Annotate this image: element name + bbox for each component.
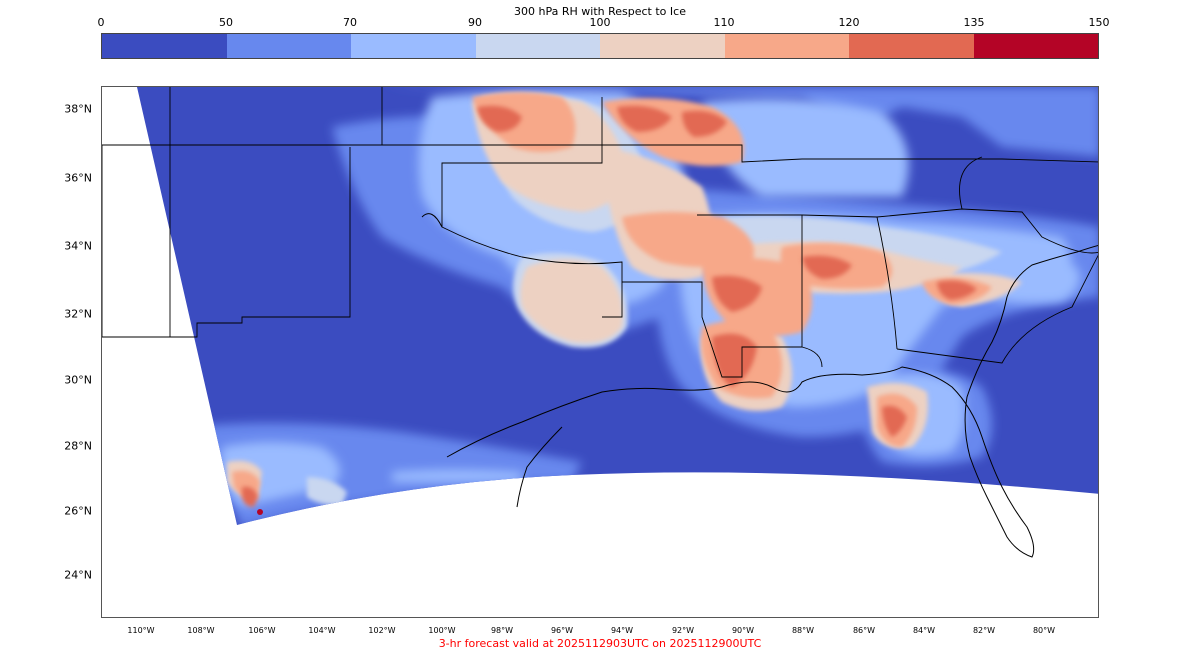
longitude-label: 90°W [731, 626, 755, 635]
longitude-label: 106°W [248, 626, 276, 635]
longitude-label: 88°W [791, 626, 815, 635]
colorbar-segment [724, 34, 849, 58]
longitude-label: 80°W [1032, 626, 1056, 635]
longitude-label: 82°W [972, 626, 996, 635]
colorbar-tick-label: 135 [963, 16, 985, 29]
longitude-label: 100°W [428, 626, 456, 635]
longitude-label: 92°W [671, 626, 695, 635]
latitude-label: 30°N [64, 373, 92, 387]
longitude-label: 98°W [490, 626, 514, 635]
latitude-label: 24°N [64, 568, 92, 582]
colorbar-segment [226, 34, 351, 58]
colorbar-segment [973, 34, 1098, 58]
colorbar-title: 300 hPa RH with Respect to Ice [514, 5, 686, 18]
colorbar-segment [102, 34, 227, 58]
longitude-label: 104°W [308, 626, 336, 635]
colorbar-tick-label: 0 [97, 16, 105, 29]
colorbar-tick-label: 120 [838, 16, 860, 29]
colorbar-tick-label: 70 [343, 16, 357, 29]
colorbar-segment [849, 34, 974, 58]
rh-contour-map [102, 87, 1098, 558]
rh-band-135-150 [257, 509, 263, 515]
state-boundaries [102, 87, 1098, 378]
latitude-label: 34°N [64, 239, 92, 253]
rh-field [137, 87, 1098, 525]
longitude-label: 102°W [368, 626, 396, 635]
longitude-label: 110°W [127, 626, 155, 635]
latitude-label: 28°N [64, 439, 92, 453]
colorbar-tick-label: 110 [713, 16, 735, 29]
colorbar-segment [351, 34, 476, 58]
longitude-label: 84°W [912, 626, 936, 635]
latitude-label: 32°N [64, 307, 92, 321]
latitude-label: 36°N [64, 171, 92, 185]
latitude-label: 38°N [64, 102, 92, 116]
latitude-label: 26°N [64, 504, 92, 518]
longitude-label: 108°W [187, 626, 215, 635]
longitude-label: 94°W [610, 626, 634, 635]
map-panel [101, 86, 1099, 618]
rh-band-120-135 [242, 105, 977, 507]
colorbar [101, 33, 1099, 59]
longitude-label: 86°W [852, 626, 876, 635]
colorbar-segment [475, 34, 600, 58]
forecast-valid-caption: 3-hr forecast valid at 2025112903UTC on … [438, 637, 762, 650]
colorbar-tick-label: 100 [589, 16, 611, 29]
colorbar-tick-label: 50 [219, 16, 233, 29]
colorbar-tick-label: 150 [1088, 16, 1110, 29]
colorbar-segment [600, 34, 725, 58]
longitude-label: 96°W [550, 626, 574, 635]
coastline [421, 213, 1098, 558]
colorbar-tick-label: 90 [468, 16, 482, 29]
